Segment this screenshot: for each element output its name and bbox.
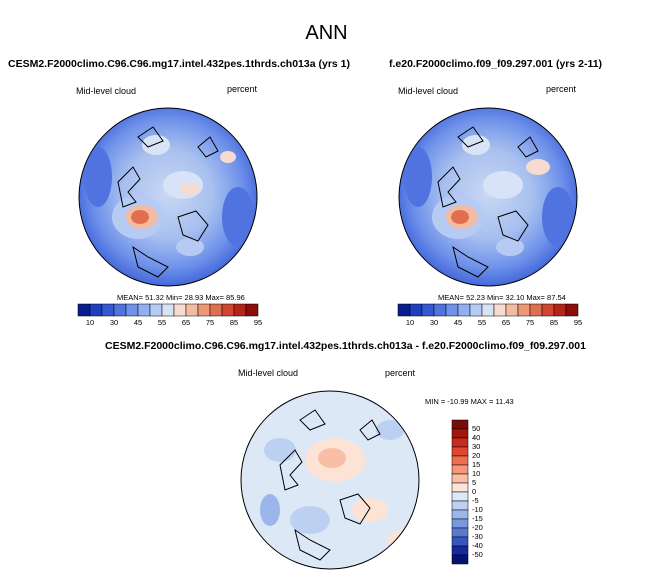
panel1-case-title: CESM2.F2000climo.C96.C96.mg17.intel.432p… (8, 58, 350, 70)
colorbar-swatch (149, 303, 163, 317)
diff-colorbar-swatch (451, 464, 469, 475)
diff-colorbar-swatch (451, 455, 469, 466)
colorbar-swatch (541, 303, 555, 317)
colorbar-swatch (457, 303, 471, 317)
diff-colorbar-swatch (451, 491, 469, 502)
colorbar-tick-label: 30 (109, 318, 119, 327)
colorbar-tick-label: 85 (549, 318, 559, 327)
panel1-colorbar-ticks: 10 30 45 55 65 75 85 95 (78, 318, 262, 328)
diff-colorbar-swatch (451, 518, 469, 529)
colorbar-swatch (553, 303, 567, 317)
colorbar-tick-label: 55 (477, 318, 487, 327)
diff-colorbar-tick-label: 15 (472, 460, 481, 469)
colorbar-swatch (481, 303, 495, 317)
panel2-map (398, 107, 578, 287)
colorbar-tick-label: 65 (181, 318, 191, 327)
diff-colorbar-swatch (451, 473, 469, 484)
diff-colorbar-swatch (451, 527, 469, 538)
colorbar-swatch (89, 303, 103, 317)
diff-colorbar-ticks: 50 40 30 20 15 10 5 0 -5 -10 -15 -20 -30 -40 -50 (472, 420, 502, 564)
diff-stats: MIN = -10.99 MAX = 11.43 (425, 397, 514, 406)
diff-colorbar-tick-label: 40 (472, 433, 481, 442)
diff-case-title: CESM2.F2000climo.C96.C96.mg17.intel.432p… (105, 340, 586, 352)
diff-colorbar-swatch (451, 428, 469, 439)
panel2-stats: MEAN= 52.23 Min= 32.10 Max= 87.54 (438, 293, 566, 302)
panel1-map (78, 107, 258, 287)
colorbar-tick-label: 95 (573, 318, 583, 327)
diff-colorbar-swatch (451, 482, 469, 493)
diff-colorbar-tick-label: 30 (472, 442, 481, 451)
colorbar-swatch (245, 303, 259, 317)
colorbar-swatch (565, 303, 579, 317)
panel1-units-label: percent (227, 84, 258, 94)
colorbar-swatch (433, 303, 447, 317)
colorbar-tick-label: 65 (501, 318, 511, 327)
figure-title: ANN (305, 22, 348, 44)
diff-colorbar-swatch (451, 509, 469, 520)
colorbar-tick-label: 10 (405, 318, 415, 327)
diff-colorbar-swatch (451, 419, 469, 430)
colorbar-swatch (185, 303, 199, 317)
colorbar-swatch (137, 303, 151, 317)
colorbar-swatch (233, 303, 247, 317)
colorbar-tick-label: 75 (205, 318, 215, 327)
colorbar-tick-label: 45 (453, 318, 463, 327)
diff-colorbar-tick-label: -15 (472, 514, 483, 523)
colorbar-swatch (421, 303, 435, 317)
panel2-variable-label: Mid-level cloud (398, 86, 459, 96)
diff-colorbar-tick-label: 10 (472, 469, 481, 478)
diff-map (240, 390, 420, 570)
colorbar-swatch (493, 303, 507, 317)
colorbar-swatch (517, 303, 531, 317)
panel2-colorbar (397, 303, 579, 317)
colorbar-swatch (101, 303, 115, 317)
diff-colorbar-tick-label: -5 (472, 496, 479, 505)
panel1-stats: MEAN= 51.32 Min= 28.93 Max= 85.96 (117, 293, 245, 302)
colorbar-tick-label: 55 (157, 318, 167, 327)
diff-colorbar-tick-label: -30 (472, 532, 483, 541)
panel2-colorbar-ticks: 10 30 45 55 65 75 85 95 (398, 318, 582, 328)
diff-colorbar-tick-label: -20 (472, 523, 483, 532)
diff-colorbar-tick-label: 50 (472, 424, 481, 433)
colorbar-swatch (445, 303, 459, 317)
colorbar-swatch (409, 303, 423, 317)
colorbar-swatch (529, 303, 543, 317)
colorbar-tick-label: 85 (229, 318, 239, 327)
colorbar-swatch (77, 303, 91, 317)
panel2-case-title: f.e20.F2000climo.f09_f09.297.001 (yrs 2-… (389, 58, 603, 70)
colorbar-swatch (221, 303, 235, 317)
colorbar-tick-label: 30 (429, 318, 439, 327)
colorbar-swatch (469, 303, 483, 317)
diff-colorbar-swatch (451, 536, 469, 547)
diff-colorbar-swatch (451, 500, 469, 511)
diff-colorbar (451, 419, 469, 565)
colorbar-swatch (397, 303, 411, 317)
colorbar-swatch (505, 303, 519, 317)
panel1-colorbar (77, 303, 259, 317)
diff-units-label: percent (385, 368, 416, 378)
colorbar-swatch (125, 303, 139, 317)
colorbar-swatch (173, 303, 187, 317)
diff-colorbar-tick-label: 0 (472, 487, 477, 496)
colorbar-swatch (161, 303, 175, 317)
colorbar-tick-label: 75 (525, 318, 535, 327)
colorbar-swatch (209, 303, 223, 317)
diff-colorbar-swatch (451, 437, 469, 448)
colorbar-tick-label: 10 (85, 318, 95, 327)
diff-colorbar-tick-label: -40 (472, 541, 483, 550)
panel2-units-label: percent (546, 84, 577, 94)
panel1-variable-label: Mid-level cloud (76, 86, 137, 96)
diff-colorbar-tick-label: -10 (472, 505, 483, 514)
diff-colorbar-tick-label: 5 (472, 478, 477, 487)
colorbar-tick-label: 45 (133, 318, 143, 327)
diff-colorbar-tick-label: -50 (472, 550, 483, 559)
colorbar-tick-label: 95 (253, 318, 263, 327)
diff-colorbar-swatch (451, 446, 469, 457)
diff-colorbar-swatch (451, 545, 469, 556)
diff-variable-label: Mid-level cloud (238, 368, 299, 378)
colorbar-swatch (197, 303, 211, 317)
diff-colorbar-swatch (451, 554, 469, 565)
diff-colorbar-tick-label: 20 (472, 451, 481, 460)
colorbar-swatch (113, 303, 127, 317)
